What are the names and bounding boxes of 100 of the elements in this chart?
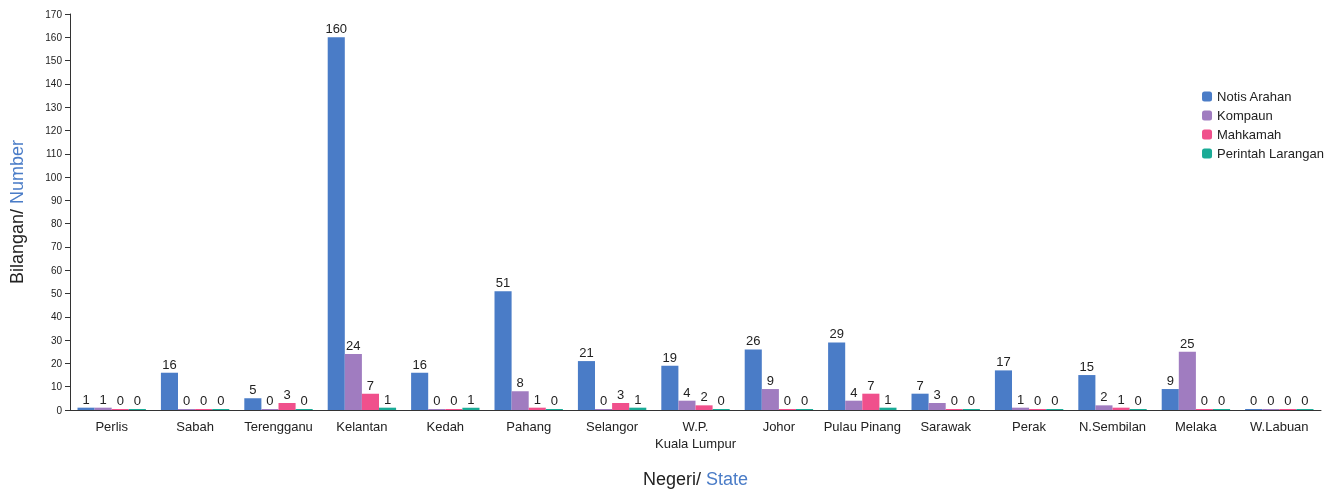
bar	[761, 389, 779, 410]
x-tick-label: W.P. Kuala Lumpur	[655, 419, 737, 451]
data-label: 0	[950, 393, 958, 408]
x-tick-label: Selangor	[586, 419, 639, 434]
y-tick-label: 150	[45, 55, 63, 67]
bar	[344, 354, 362, 410]
x-tick-label: Pulau Pinang	[823, 419, 901, 434]
data-label: 19	[662, 349, 678, 365]
data-label: 0	[266, 393, 274, 408]
data-label: 2	[700, 389, 708, 405]
x-tick-label: Kedah	[426, 419, 465, 434]
y-tick-label: 160	[45, 31, 63, 43]
data-label: 0	[717, 393, 725, 408]
data-label: 1	[467, 391, 475, 407]
x-tick-label: Johor	[762, 419, 796, 434]
bar	[327, 37, 345, 410]
data-label: 15	[1079, 359, 1095, 375]
y-tick-label: 60	[50, 264, 63, 276]
bar	[1161, 389, 1179, 410]
data-label: 5	[249, 382, 257, 398]
x-tick-label: Terengganu	[244, 419, 313, 434]
data-label: 1	[533, 391, 541, 407]
y-tick-label: 0	[56, 404, 63, 416]
y-tick-label: 120	[45, 124, 63, 136]
data-label: 0	[182, 393, 191, 408]
data-label: 24	[346, 338, 361, 354]
x-axis-title: Negeri/ State	[642, 469, 749, 489]
data-label: 1	[884, 391, 892, 407]
data-label: 0	[1134, 393, 1142, 408]
x-tick-label: W.Labuan	[1250, 419, 1309, 434]
data-label: 0	[217, 393, 225, 408]
data-label: 16	[162, 356, 177, 372]
data-label: 0	[1217, 393, 1226, 408]
data-label: 1	[99, 391, 107, 407]
bar	[744, 349, 762, 410]
legend-label: Perintah Larangan	[1217, 146, 1325, 161]
bar	[1178, 351, 1196, 410]
x-tick-label: Sarawak	[920, 419, 972, 434]
data-label: 0	[1267, 393, 1275, 408]
data-label: 3	[933, 387, 941, 403]
data-label: 8	[516, 375, 524, 391]
data-label: 0	[800, 393, 809, 408]
bar	[511, 391, 529, 410]
legend-label: Notis Arahan	[1217, 89, 1292, 104]
data-label: 0	[433, 393, 441, 408]
bar	[361, 393, 379, 410]
x-tick-label: Pahang	[506, 419, 552, 434]
data-label: 9	[1166, 373, 1174, 389]
data-label: 1	[634, 391, 642, 407]
data-label: 0	[1250, 393, 1258, 408]
data-label: 1	[1016, 391, 1025, 407]
bar	[994, 370, 1012, 410]
data-label: 3	[617, 387, 625, 403]
data-label: 1	[1117, 391, 1125, 407]
data-label: 0	[1200, 393, 1209, 408]
data-label: 26	[746, 333, 761, 349]
y-tick-label: 10	[50, 381, 63, 393]
bar	[411, 372, 429, 410]
data-label: 0	[450, 393, 458, 408]
data-label: 7	[916, 377, 924, 393]
y-tick-label: 100	[45, 171, 63, 183]
data-label: 0	[599, 393, 608, 408]
data-label: 2	[1100, 389, 1108, 405]
data-label: 0	[200, 393, 208, 408]
data-label: 0	[1284, 393, 1292, 408]
bar	[678, 400, 696, 410]
bar	[160, 372, 178, 410]
data-label: 21	[579, 345, 594, 361]
data-label: 9	[766, 373, 774, 389]
data-label: 0	[1051, 393, 1059, 408]
data-label: 25	[1180, 335, 1195, 351]
y-tick-label: 30	[50, 334, 63, 346]
data-label: 0	[300, 393, 308, 408]
bar	[1078, 375, 1096, 410]
data-label: 17	[996, 354, 1011, 370]
bar	[695, 405, 713, 410]
data-label: 1	[82, 391, 90, 407]
x-tick-label: Perak	[1012, 419, 1047, 434]
bar	[928, 403, 946, 410]
y-tick-label: 110	[46, 148, 63, 160]
bar	[862, 393, 880, 410]
data-label: 4	[850, 384, 858, 400]
bar	[828, 342, 846, 410]
bar	[494, 291, 512, 410]
bar	[911, 393, 929, 410]
y-axis-title: Bilangan/ Number	[7, 139, 27, 285]
bar	[612, 403, 630, 410]
data-label: 0	[1301, 393, 1309, 408]
x-tick-label: Melaka	[1174, 419, 1218, 434]
bar	[278, 403, 296, 410]
x-tick-label: Sabah	[176, 419, 214, 434]
y-tick-label: 70	[50, 241, 63, 253]
data-label: 4	[683, 384, 691, 400]
legend-label: Kompaun	[1217, 108, 1273, 123]
data-label: 0	[1034, 393, 1042, 408]
y-tick-label: 50	[50, 288, 63, 300]
legend-label: Mahkamah	[1217, 127, 1282, 142]
data-label: 1	[383, 391, 392, 407]
data-label: 7	[366, 377, 375, 393]
data-label: 0	[116, 393, 124, 408]
